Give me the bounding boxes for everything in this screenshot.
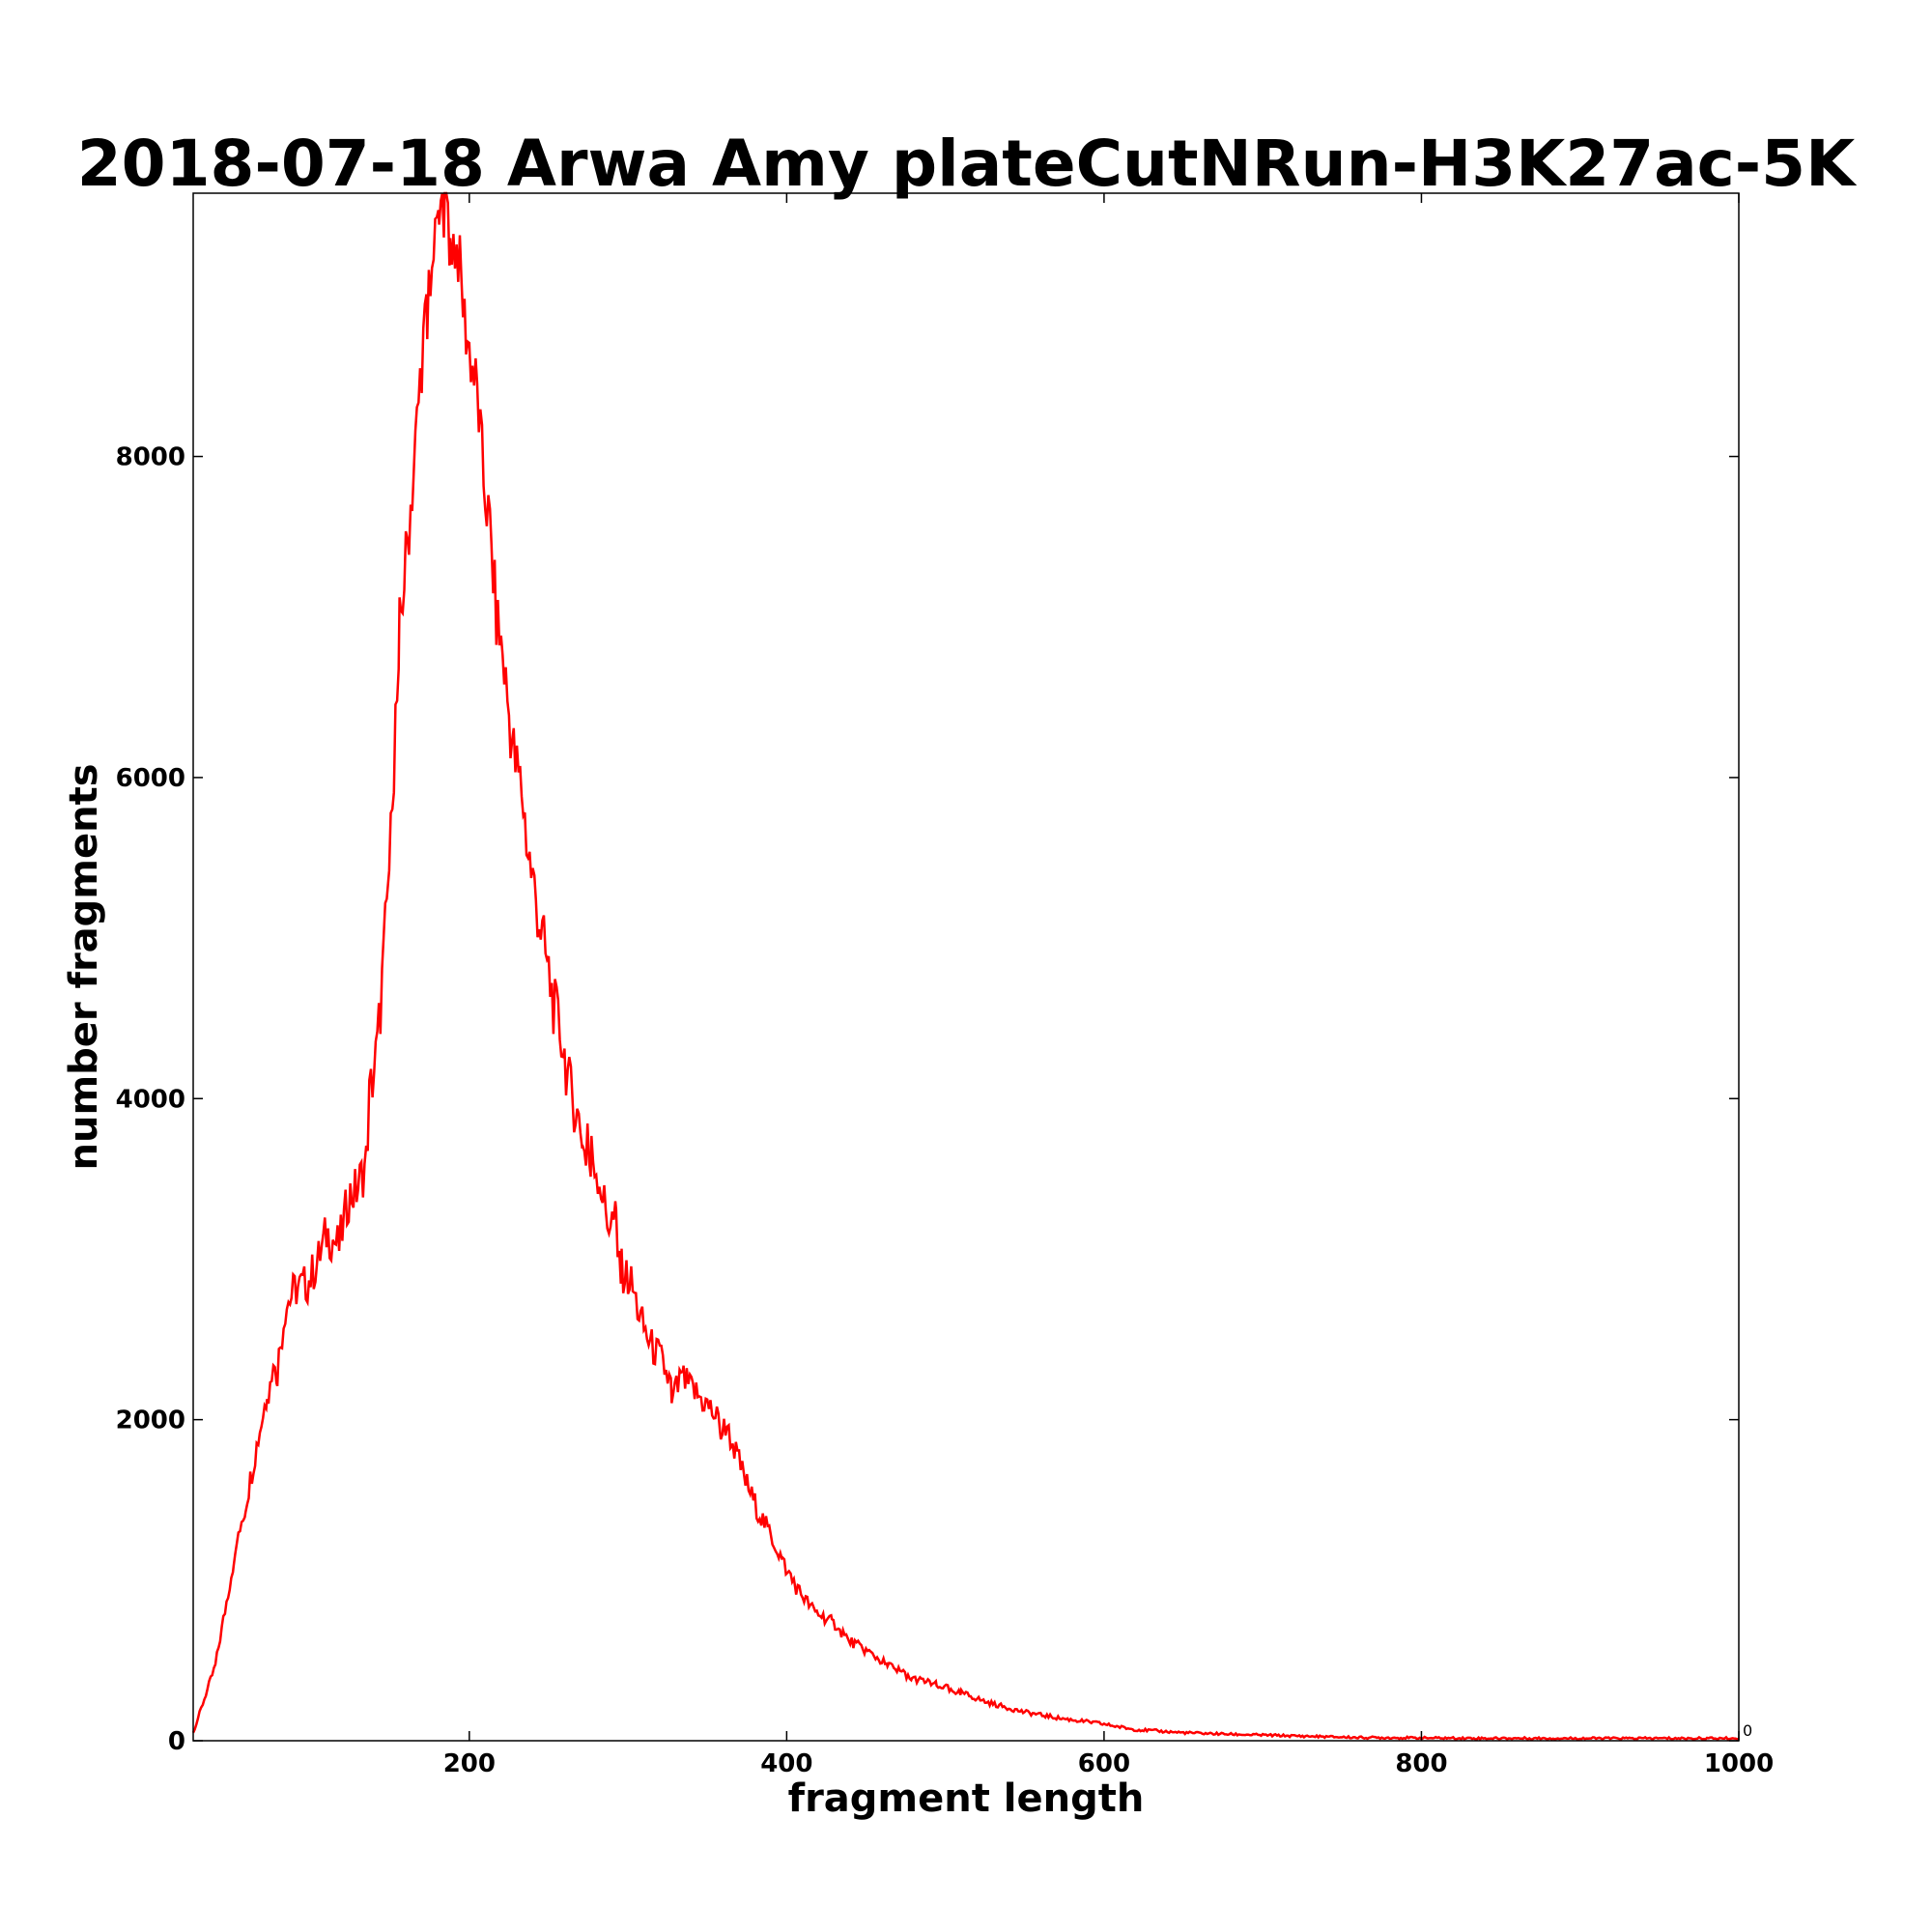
ticks: 200 400 600 800 1000 0 2000 4000 6000 8000 [116, 193, 1774, 1778]
x-tick-label: 1000 [1704, 1749, 1774, 1778]
y-tick-label: 8000 [116, 443, 185, 472]
y-tick-label: 6000 [116, 764, 185, 793]
x-tick-label: 800 [1395, 1749, 1447, 1778]
x-tick-label: 600 [1078, 1749, 1130, 1778]
y-tick-label: 2000 [116, 1406, 185, 1435]
y-tick-label: 0 [168, 1727, 185, 1756]
y-tick-label: 4000 [116, 1085, 185, 1114]
x-axis-label: fragment length [788, 1776, 1145, 1821]
corner-annotation: 0 [1743, 1721, 1752, 1740]
x-tick-label: 200 [443, 1749, 496, 1778]
series-line-fragments [191, 191, 1740, 1742]
y-axis-label: number fragments [62, 763, 106, 1170]
axes-frame [192, 192, 1740, 1742]
plot-area [191, 191, 1740, 1742]
x-tick-label: 400 [760, 1749, 812, 1778]
chart-title: 2018-07-18 Arwa Amy plateCutNRun-H3K27ac… [77, 127, 1858, 201]
